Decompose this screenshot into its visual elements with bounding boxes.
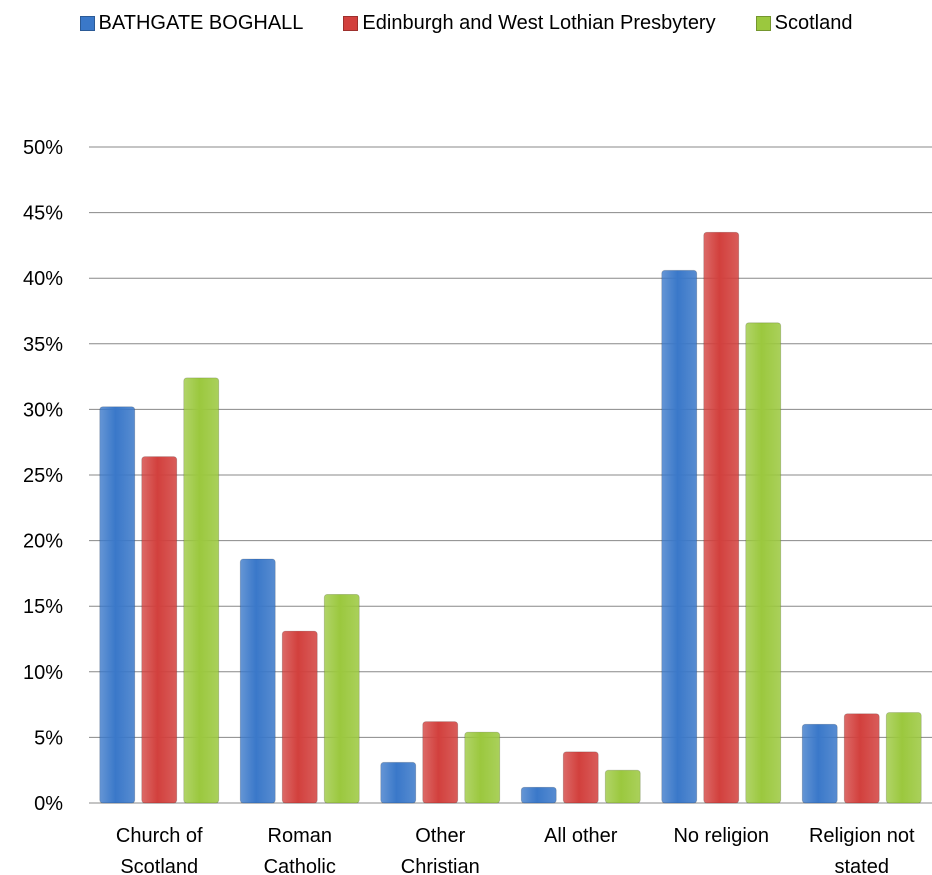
bar [703, 231, 740, 804]
y-tick-label: 5% [34, 727, 63, 749]
bar [745, 322, 782, 804]
y-tick-label: 35% [23, 334, 63, 356]
bar [562, 751, 599, 804]
bar [801, 723, 838, 804]
x-tick-label: Church of Scotland [116, 825, 203, 875]
bar [99, 406, 136, 804]
bar [323, 593, 360, 804]
legend-swatch-presbytery [343, 16, 359, 31]
y-tick-label: 20% [23, 531, 63, 553]
x-tick-label: Other Christian [401, 825, 480, 875]
bar [464, 731, 501, 804]
y-tick-label: 45% [23, 203, 63, 225]
y-tick-label: 30% [23, 399, 63, 421]
bar [281, 630, 318, 804]
bar [885, 712, 922, 804]
y-tick-label: 40% [23, 268, 63, 290]
legend-item-presbytery: Edinburgh and West Lothian Presbytery [343, 12, 716, 35]
bar [183, 377, 220, 804]
bar [141, 456, 178, 804]
y-tick-label: 0% [34, 793, 63, 815]
legend-item-scotland: Scotland [755, 12, 853, 35]
legend-label-scotland: Scotland [774, 12, 853, 34]
y-tick-label: 50% [23, 137, 63, 159]
y-tick-label: 10% [23, 662, 63, 684]
x-tick-label: All other [544, 825, 618, 847]
legend-item-bathgate: BATHGATE BOGHALL [79, 12, 304, 35]
bar [661, 269, 698, 804]
gridlines [89, 146, 932, 804]
legend-swatch-scotland [755, 16, 771, 31]
bars [99, 231, 922, 804]
bar [422, 721, 459, 804]
legend-swatch-bathgate [79, 16, 95, 31]
legend: BATHGATE BOGHALL Edinburgh and West Loth… [0, 12, 932, 35]
y-tick-label: 15% [23, 596, 63, 618]
legend-label-presbytery: Edinburgh and West Lothian Presbytery [362, 12, 716, 34]
x-tick-label: Religion not stated [809, 825, 915, 875]
x-tick-label: No religion [673, 825, 769, 847]
y-tick-label: 25% [23, 465, 63, 487]
bar [380, 761, 417, 804]
y-axis-ticks: 0% 5% 10% 15% 20% 25% 30% 35% 40% 45% 50% [23, 137, 63, 815]
bar [520, 786, 557, 804]
bar [604, 769, 641, 804]
x-tick-label: Roman Catholic [264, 825, 336, 875]
bar [239, 558, 276, 804]
x-axis-ticks: Church of Scotland Roman Catholic Other Chris… [116, 825, 915, 875]
bar [843, 713, 880, 804]
legend-label-bathgate: BATHGATE BOGHALL [98, 12, 304, 34]
